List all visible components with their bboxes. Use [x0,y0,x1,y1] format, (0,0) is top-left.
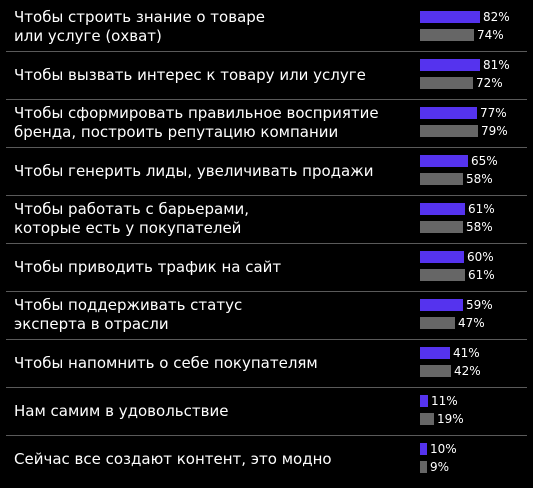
chart-row: Чтобы строить знание о товаре или услуге… [0,4,533,52]
category-label: Чтобы поддерживать статус эксперта в отр… [14,296,243,333]
bar-series-2 [420,269,465,281]
data-label: 74% [477,28,504,42]
chart-row: Сейчас все создают контент, это модно 10%… [0,436,533,484]
data-label: 11% [431,394,458,408]
category-label: Чтобы сформировать правильное восприятие… [14,104,379,141]
row-divider [6,147,527,148]
bar-series-2 [420,413,434,425]
data-label: 81% [483,58,510,72]
data-label: 72% [476,76,503,90]
data-label: 61% [468,268,495,282]
row-divider [6,195,527,196]
chart-row: Чтобы работать с барьерами, которые есть… [0,196,533,244]
bar-series-1 [420,251,464,263]
data-label: 19% [437,412,464,426]
data-label: 9% [430,460,450,474]
bar-series-1 [420,299,463,311]
bar-series-1 [420,107,477,119]
bar-series-2 [420,29,474,41]
row-divider [6,387,527,388]
bar-series-1 [420,59,480,71]
chart-row: Нам самим в удовольствие 11% 19% [0,388,533,436]
row-divider [6,291,527,292]
row-divider [6,243,527,244]
bar-series-2 [420,125,478,137]
category-label: Чтобы вызвать интерес к товару или услуг… [14,65,366,84]
bar-series-1 [420,443,427,455]
category-label: Чтобы напомнить о себе покупателям [14,353,318,372]
bar-series-2 [420,365,451,377]
bar-series-2 [420,221,463,233]
chart-row: Чтобы поддерживать статус эксперта в отр… [0,292,533,340]
row-divider [6,99,527,100]
category-label: Чтобы приводить трафик на сайт [14,257,282,276]
data-label: 65% [471,154,498,168]
category-label: Чтобы работать с барьерами, которые есть… [14,200,250,237]
data-label: 10% [430,442,457,456]
data-label: 47% [458,316,485,330]
chart-row: Чтобы вызвать интерес к товару или услуг… [0,52,533,100]
bar-series-2 [420,461,427,473]
bar-series-1 [420,347,450,359]
chart-row: Чтобы напомнить о себе покупателям 41% 42% [0,340,533,388]
bar-series-1 [420,395,428,407]
chart-row: Чтобы генерить лиды, увеличивать продажи… [0,148,533,196]
bar-series-2 [420,173,463,185]
data-label: 41% [453,346,480,360]
data-label: 59% [466,298,493,312]
chart-row: Чтобы сформировать правильное восприятие… [0,100,533,148]
bar-series-1 [420,203,465,215]
data-label: 42% [454,364,481,378]
bar-series-2 [420,317,455,329]
data-label: 77% [480,106,507,120]
category-label: Чтобы генерить лиды, увеличивать продажи [14,161,374,180]
data-label: 58% [466,220,493,234]
data-label: 79% [481,124,508,138]
bar-series-2 [420,77,473,89]
data-label: 58% [466,172,493,186]
data-label: 82% [483,10,510,24]
bar-series-1 [420,155,468,167]
row-divider [6,51,527,52]
category-label: Сейчас все создают контент, это модно [14,449,332,468]
bar-series-1 [420,11,480,23]
row-divider [6,339,527,340]
row-divider [6,435,527,436]
category-label: Нам самим в удовольствие [14,401,229,420]
data-label: 60% [467,250,494,264]
chart-row: Чтобы приводить трафик на сайт 60% 61% [0,244,533,292]
data-label: 61% [468,202,495,216]
category-label: Чтобы строить знание о товаре или услуге… [14,8,266,45]
